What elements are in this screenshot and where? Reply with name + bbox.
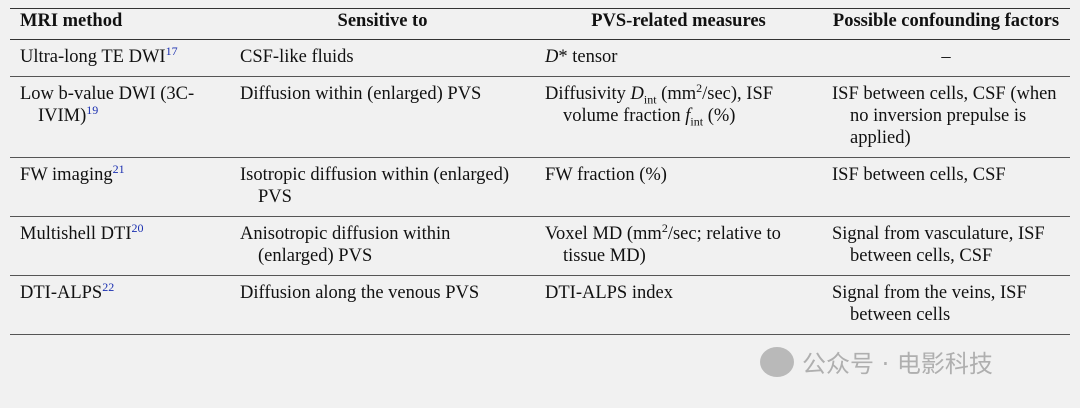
cell-text: FW imaging21 — [20, 161, 220, 186]
sup-link: 20 — [131, 220, 144, 235]
table-cell: Diffusion along the venous PVS — [230, 275, 535, 335]
text: Isotropic diffusion within (enlarged) PV… — [240, 165, 510, 207]
table-cell: FW imaging21 — [10, 157, 230, 217]
header-cell: Possible confounding factors — [822, 8, 1070, 40]
header-cell: PVS-related measures — [535, 8, 822, 40]
center: – — [941, 47, 951, 67]
text: /sec), ISF volume fraction — [563, 84, 774, 126]
cell-text: Ultra-long TE DWI17 — [20, 43, 220, 68]
table-cell: ISF between cells, CSF (when no inversio… — [822, 76, 1070, 158]
text: Low b-value DWI (3C-IVIM) — [20, 84, 195, 126]
table-cell: Low b-value DWI (3C-IVIM)19 — [10, 76, 230, 158]
sup-link: 21 — [112, 161, 125, 176]
header-cell: Sensitive to — [230, 8, 535, 40]
table-cell: – — [822, 39, 1070, 77]
sup-link: 17 — [165, 43, 178, 58]
sup-link: 22 — [102, 279, 115, 294]
cell-text: Diffusion along the venous PVS — [240, 282, 525, 304]
text: FW fraction (%) — [545, 165, 667, 185]
text: Diffusivity — [545, 84, 631, 104]
italic: D — [630, 84, 644, 104]
text: DTI-ALPS — [20, 283, 103, 303]
text: * tensor — [558, 47, 618, 67]
cell-text: DTI-ALPS index — [545, 282, 812, 304]
cell-text: Multishell DTI20 — [20, 220, 220, 245]
text: (%) — [703, 106, 736, 126]
text: /sec; relative to tissue MD) — [563, 224, 781, 266]
cell-text: – — [832, 46, 1060, 68]
cell-text: Diffusion within (enlarged) PVS — [240, 83, 525, 105]
text: (mm — [656, 84, 697, 104]
sub: int — [690, 114, 704, 129]
table-cell: ISF between cells, CSF — [822, 157, 1070, 217]
cell-text: Voxel MD (mm2/sec; relative to tissue MD… — [545, 220, 812, 267]
header-cell: MRI method — [10, 8, 230, 40]
table-cell: CSF-like fluids — [230, 39, 535, 77]
cell-text: DTI-ALPS22 — [20, 279, 220, 304]
table: MRI method Sensitive to PVS-related measur… — [10, 8, 1070, 335]
text: CSF-like fluids — [240, 47, 354, 67]
cell-text: Anisotropic diffusion within (enlarged) … — [240, 223, 525, 267]
cell-text: D* tensor — [545, 46, 812, 68]
table-cell: Isotropic diffusion within (enlarged) PV… — [230, 157, 535, 217]
sub: int — [643, 92, 657, 107]
text: ISF between cells, CSF — [832, 165, 1006, 185]
table-cell: Voxel MD (mm2/sec; relative to tissue MD… — [535, 216, 822, 276]
text: Signal from the veins, ISF between cells — [832, 283, 1027, 325]
sup: 2 — [696, 80, 703, 95]
cell-text: Low b-value DWI (3C-IVIM)19 — [20, 83, 220, 127]
table-row: FW imaging21 Isotropic diffusion within (… — [10, 157, 1070, 217]
table-cell: DTI-ALPS index — [535, 275, 822, 335]
cell-text: ISF between cells, CSF (when no inversio… — [832, 83, 1060, 149]
cell-text: Signal from the veins, ISF between cells — [832, 282, 1060, 326]
table-cell: Ultra-long TE DWI17 — [10, 39, 230, 77]
text: Ultra-long TE DWI — [20, 47, 166, 67]
text: Signal from vasculature, ISF between cel… — [832, 224, 1045, 266]
table-cell: Diffusion within (enlarged) PVS — [230, 76, 535, 158]
watermark-icon — [760, 346, 794, 377]
cell-text: FW fraction (%) — [545, 164, 812, 186]
sup-link: 19 — [86, 102, 99, 117]
table-row: Low b-value DWI (3C-IVIM)19 Diffusion wit… — [10, 76, 1070, 158]
cell-text: CSF-like fluids — [240, 46, 525, 68]
text: Multishell DTI — [20, 224, 132, 244]
table-cell: FW fraction (%) — [535, 157, 822, 217]
cell-text: Signal from vasculature, ISF between cel… — [832, 223, 1060, 267]
text: Diffusion within (enlarged) PVS — [240, 84, 482, 104]
cell-text: Diffusivity Dint (mm2/sec), ISF volume f… — [545, 80, 812, 129]
watermark-text: 公众号 · 电影科技 — [802, 350, 993, 378]
table-row: DTI-ALPS22 Diffusion along the venous PVS… — [10, 275, 1070, 335]
table-cell: Signal from the veins, ISF between cells — [822, 275, 1070, 335]
text: ISF between cells, CSF (when no inversio… — [832, 84, 1057, 148]
text: FW imaging — [20, 165, 113, 185]
sup: 2 — [661, 220, 668, 235]
table-cell: D* tensor — [535, 39, 822, 77]
table-cell: Diffusivity Dint (mm2/sec), ISF volume f… — [535, 76, 822, 158]
italic: f — [685, 106, 691, 126]
italic: D — [545, 47, 559, 67]
cell-text: ISF between cells, CSF — [832, 164, 1060, 186]
text: Voxel MD (mm — [545, 224, 662, 244]
table-cell: Anisotropic diffusion within (enlarged) … — [230, 216, 535, 276]
cell-text: Isotropic diffusion within (enlarged) PV… — [240, 164, 525, 208]
table-row: Multishell DTI20 Anisotropic diffusion wi… — [10, 216, 1070, 276]
table-row: Ultra-long TE DWI17 CSF-like fluids D* ten… — [10, 39, 1070, 77]
text: Diffusion along the venous PVS — [240, 283, 480, 303]
table-cell: Multishell DTI20 — [10, 216, 230, 276]
table-cell: DTI-ALPS22 — [10, 275, 230, 335]
table-cell: Signal from vasculature, ISF between cel… — [822, 216, 1070, 276]
watermark: 公众号 · 电影科技 — [760, 344, 993, 379]
text: Anisotropic diffusion within (enlarged) … — [240, 224, 451, 266]
text: DTI-ALPS index — [545, 283, 673, 303]
